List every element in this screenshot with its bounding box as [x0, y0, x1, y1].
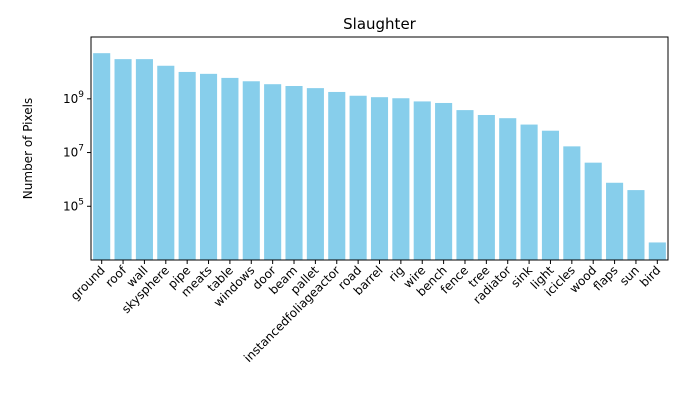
plot-frame — [90, 36, 669, 261]
bar-wall — [135, 59, 153, 260]
bar-table — [221, 77, 239, 260]
y-axis-label: Number of Pixels — [21, 98, 35, 199]
bar-rig — [392, 98, 410, 261]
bar-roof — [114, 59, 132, 260]
bars-group — [93, 53, 666, 261]
bar-road — [349, 95, 367, 260]
x-tick-label: roof — [103, 263, 130, 290]
bar-instancedfoliageactor — [328, 91, 346, 260]
bar-windows — [242, 81, 260, 260]
bar-ground — [93, 53, 111, 260]
y-ticks-group: 105 107 109 — [63, 90, 91, 213]
bar-wire — [413, 101, 431, 261]
bar-tree — [477, 114, 495, 260]
bar-skysphere — [157, 65, 175, 260]
bar-barrel — [370, 97, 389, 260]
bar-radiator — [499, 118, 517, 260]
chart-title: Slaughter — [343, 15, 417, 33]
x-tick-label: ground — [68, 263, 108, 303]
bar-meats — [199, 73, 218, 261]
bar-pallet — [306, 88, 324, 260]
bar-fence — [456, 110, 474, 260]
bar-wood — [584, 162, 602, 260]
bar-sink — [520, 124, 538, 260]
bar-pipe — [178, 71, 196, 260]
bar-bench — [435, 102, 453, 260]
bar-light — [541, 130, 560, 260]
bar-sun — [627, 190, 645, 260]
bar-door — [264, 84, 282, 260]
y-tick-label: 109 — [63, 90, 84, 106]
y-tick-label: 107 — [63, 144, 84, 160]
bar-flaps — [606, 182, 624, 260]
y-tick-label: 105 — [63, 197, 84, 213]
bar-beam — [285, 85, 303, 260]
x-tick-labels-group: groundroofwallskyspherepipemeatstablewin… — [68, 260, 663, 365]
x-tick-label: bird — [637, 263, 663, 289]
bar-icicles — [563, 146, 581, 260]
bar-bird — [648, 242, 666, 260]
x-tick-label: sun — [617, 263, 642, 288]
